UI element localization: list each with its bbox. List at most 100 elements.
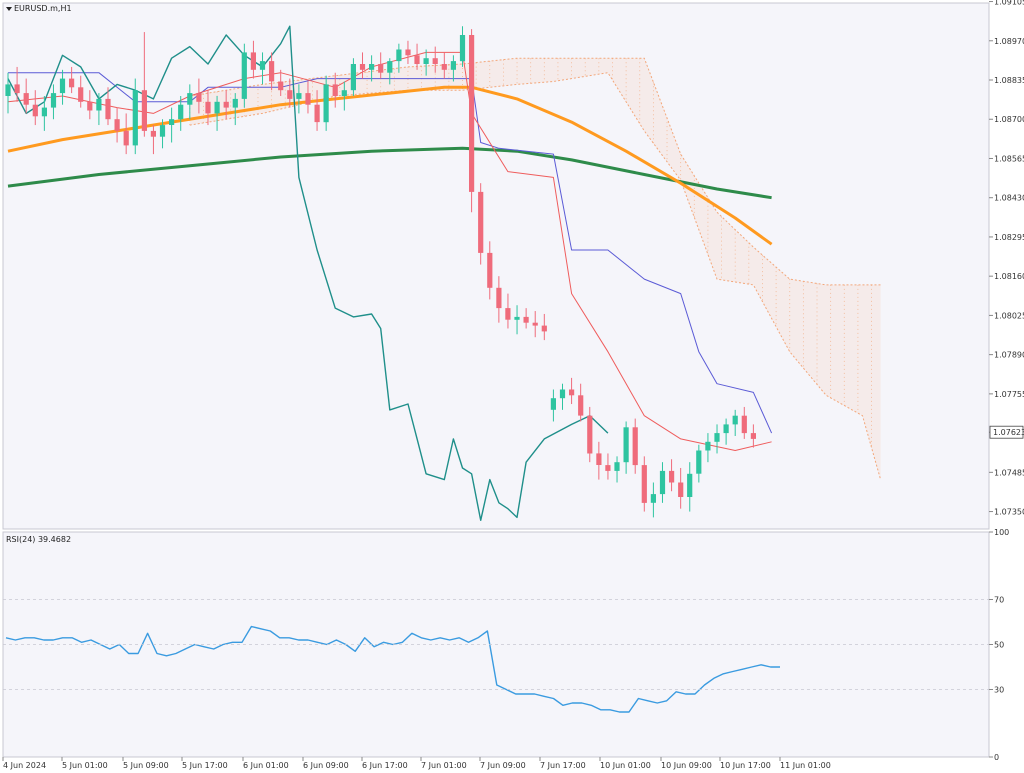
candle-body (150, 130, 156, 137)
price-tick-label: 1.08970 (994, 37, 1024, 46)
candle-body (578, 395, 584, 416)
ma-slow-line (7, 146, 772, 200)
candle (23, 78, 29, 114)
time-tick-label: 7 Jun 01:00 (421, 761, 467, 770)
candle (414, 43, 420, 70)
candle-body (105, 98, 111, 120)
candle (296, 84, 302, 114)
candle-body (169, 119, 175, 125)
current-price-box (989, 425, 1024, 439)
time-tick-label: 6 Jun 17:00 (362, 761, 408, 770)
candle-body (123, 130, 129, 146)
candle-body (369, 64, 375, 70)
candle-body (432, 58, 438, 64)
candle (641, 456, 647, 512)
candle (687, 462, 693, 512)
dropdown-triangle-icon[interactable] (6, 7, 12, 11)
candle (696, 444, 702, 483)
candle (741, 406, 747, 439)
tenkan-line (7, 51, 772, 451)
candle (214, 95, 220, 131)
price-tick-label: 1.08835 (994, 76, 1024, 85)
candle (278, 69, 284, 96)
candle (469, 29, 475, 213)
candle-body (14, 84, 20, 94)
candle-body (5, 84, 11, 96)
rsi-tick-label: 30 (994, 686, 1004, 695)
price-tick-label: 1.07350 (994, 508, 1024, 517)
candle-body (505, 308, 511, 320)
candle (232, 93, 238, 126)
candle-body (696, 450, 702, 474)
candle (78, 75, 84, 108)
candle (723, 418, 729, 445)
candle-body (487, 252, 493, 288)
time-tick-label: 10 Jun 09:00 (661, 761, 712, 770)
candle (332, 72, 338, 108)
candle-body (350, 64, 356, 91)
rsi-tick-label: 70 (994, 596, 1004, 605)
candle-body (78, 87, 84, 102)
candle-body (259, 61, 266, 70)
price-tick-label: 1.08295 (994, 233, 1024, 242)
time-tick-label: 5 Jun 17:00 (182, 761, 228, 770)
candle (605, 453, 611, 480)
candle-body (114, 119, 120, 131)
candle (578, 383, 584, 422)
candle-body (641, 465, 647, 503)
candle-body (423, 58, 429, 64)
candle (450, 55, 456, 82)
candle (369, 55, 375, 82)
candle (5, 72, 11, 114)
candle (123, 113, 129, 155)
candle-body (396, 49, 402, 62)
candle (514, 305, 520, 335)
candle-body (532, 322, 538, 326)
candle-body (450, 61, 456, 70)
candle-body (205, 101, 211, 114)
candle (241, 43, 247, 108)
price-tick-label: 1.08700 (994, 115, 1024, 124)
candle (632, 418, 638, 474)
candle (623, 421, 629, 474)
candle (569, 377, 575, 405)
candle-body (69, 78, 75, 88)
candle (196, 78, 202, 114)
symbol-label: EURUSD.m,H1 (14, 4, 72, 13)
candle-body (587, 415, 593, 454)
candle (432, 46, 438, 73)
candle (32, 90, 38, 126)
candle-body (478, 191, 484, 253)
candle-body (132, 90, 138, 146)
candle-body (87, 101, 93, 111)
candle-body (550, 398, 556, 410)
candle (478, 183, 484, 265)
time-tick-label: 5 Jun 01:00 (62, 761, 108, 770)
chikou-line (7, 25, 609, 521)
candle (541, 313, 547, 341)
candle (59, 69, 66, 105)
candle-body (196, 93, 202, 102)
candle (405, 40, 411, 65)
candle-body (278, 81, 284, 91)
candle (378, 52, 384, 79)
candle (705, 433, 711, 463)
candle-body (32, 104, 38, 117)
candle-body (678, 482, 684, 497)
candle-body (632, 427, 638, 466)
candle-body (305, 93, 311, 105)
candle-body (614, 462, 620, 471)
cloud-fill (189, 58, 881, 480)
candle (314, 90, 320, 131)
candle (669, 459, 675, 492)
time-tick-label: 6 Jun 09:00 (303, 761, 349, 770)
candle (559, 383, 566, 410)
candle-body (287, 90, 293, 99)
candle-body (605, 465, 611, 471)
current-price-label: 1.07623 (993, 428, 1024, 437)
candle-body (596, 453, 602, 465)
candle (341, 81, 347, 111)
price-panel (2, 2, 990, 530)
